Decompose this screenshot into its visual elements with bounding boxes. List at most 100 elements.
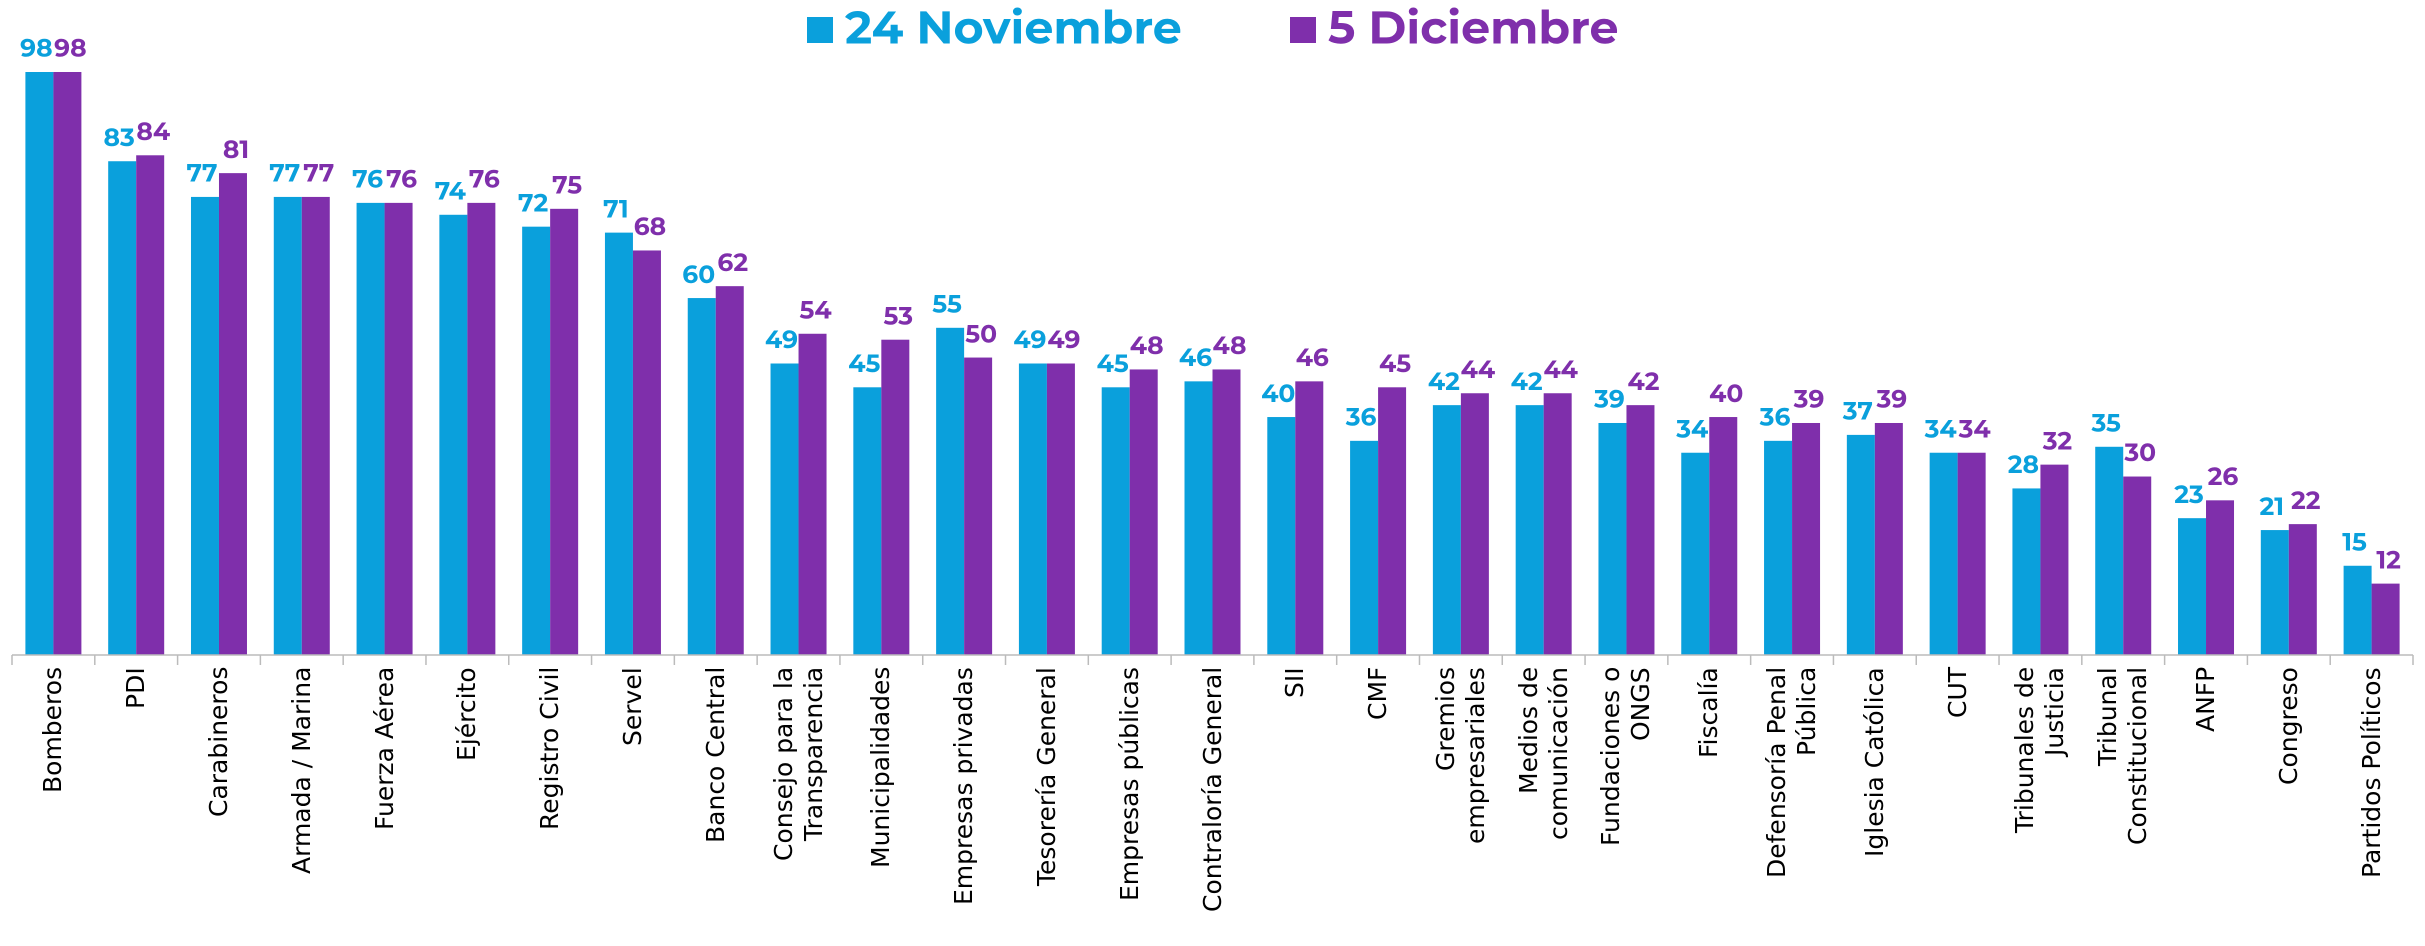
bar	[2371, 583, 2400, 655]
data-label: 77	[269, 159, 300, 189]
data-label: 54	[799, 295, 831, 325]
data-label: 40	[1709, 379, 1743, 409]
x-tick-label: Ejército	[452, 667, 482, 761]
data-label: 21	[2260, 492, 2285, 522]
data-label: 49	[1047, 325, 1080, 355]
bar	[1626, 405, 1655, 655]
x-tick-label: ANFP	[2191, 667, 2221, 733]
x-tick-label: Iglesia Católica	[1859, 667, 1889, 857]
data-label: 34	[1958, 414, 1991, 444]
data-label: 40	[1261, 379, 1295, 409]
data-label: 45	[1097, 349, 1129, 379]
data-label: 68	[634, 212, 666, 242]
bar	[632, 250, 661, 655]
bar	[136, 155, 165, 656]
bar	[384, 202, 413, 655]
data-label: 36	[1759, 403, 1791, 433]
x-tick-label: Defensoría Penal Pública	[1762, 667, 1822, 879]
x-tick-label: Partidos Políticos	[2356, 667, 2386, 878]
legend-label: 5 Diciembre	[1328, 0, 1619, 55]
bar	[1709, 417, 1738, 655]
x-tick-label: Empresas públicas	[1114, 667, 1144, 902]
bar	[550, 208, 579, 655]
bar	[2012, 488, 2041, 655]
bar	[1212, 369, 1241, 655]
data-label: 83	[104, 123, 135, 153]
x-tick-label: Congreso	[2273, 667, 2303, 785]
bar	[936, 327, 965, 655]
data-label: 44	[1543, 355, 1577, 385]
data-label: 76	[469, 165, 500, 195]
data-label: 39	[1593, 385, 1625, 415]
x-tick-label: Servel	[617, 667, 647, 746]
x-tick-label: Fuerza Aérea	[369, 667, 399, 831]
data-label: 39	[1875, 385, 1907, 415]
bar	[798, 333, 827, 655]
bar	[1874, 422, 1903, 655]
bar	[1046, 363, 1075, 655]
bar	[218, 173, 247, 655]
bar	[2343, 565, 2372, 655]
x-tick-label: Municipalidades	[866, 667, 896, 869]
data-label: 48	[1213, 331, 1247, 361]
data-label: 72	[518, 188, 549, 218]
data-label: 46	[1296, 343, 1329, 373]
bar	[770, 363, 799, 655]
data-label: 84	[136, 117, 170, 147]
data-label: 81	[223, 135, 249, 165]
bar	[1378, 387, 1407, 655]
bar	[2095, 446, 2124, 655]
data-label: 46	[1179, 343, 1212, 373]
bar	[301, 196, 330, 655]
legend-swatch	[1290, 17, 1316, 43]
bar	[2260, 530, 2289, 655]
data-label: 98	[20, 34, 52, 64]
x-tick-label: Fiscalía	[1694, 667, 1724, 758]
data-label: 55	[932, 290, 962, 320]
x-tick-label: SII	[1280, 667, 1310, 698]
data-label: 42	[1627, 367, 1659, 397]
bar	[53, 72, 82, 655]
x-tick-label: Empresas privadas	[949, 667, 979, 905]
bar	[1267, 417, 1296, 655]
data-label: 42	[1428, 367, 1460, 397]
x-tick-label: Tesorería General	[1031, 667, 1061, 886]
data-label: 30	[2123, 438, 2156, 468]
bar	[467, 202, 496, 655]
data-label: 35	[2091, 409, 2122, 439]
bar	[2178, 518, 2207, 655]
x-tick-label: Gremios empresariales	[1430, 667, 1490, 844]
data-label: 28	[2008, 450, 2039, 480]
data-label: 77	[303, 159, 334, 189]
bar	[881, 339, 910, 655]
bar	[1295, 381, 1324, 655]
bar	[522, 226, 551, 655]
bar	[1460, 393, 1489, 655]
x-tick-label: Fundaciones o ONGS	[1596, 667, 1656, 847]
x-tick-label: CUT	[1942, 667, 1972, 719]
bar	[1764, 440, 1793, 655]
data-label: 49	[765, 325, 798, 355]
x-tick-label: Consejo para la Transparencia	[768, 667, 828, 862]
x-tick-label: Registro Civil	[535, 667, 565, 831]
x-tick-label: Tribunal Constitucional	[2093, 667, 2153, 846]
data-label: 34	[1924, 414, 1957, 444]
x-tick-label: CMF	[1363, 667, 1393, 721]
data-label: 22	[2291, 486, 2321, 516]
data-label: 77	[186, 159, 217, 189]
data-label: 48	[1130, 331, 1164, 361]
legend-swatch	[807, 17, 833, 43]
bar	[1543, 393, 1572, 655]
data-label: 45	[848, 349, 880, 379]
data-label: 60	[682, 260, 715, 290]
bar	[1515, 405, 1544, 655]
data-label: 76	[352, 165, 383, 195]
bar	[604, 232, 633, 656]
data-label: 45	[1379, 349, 1411, 379]
bar	[1957, 452, 1986, 655]
data-label: 23	[2174, 480, 2204, 510]
data-label: 50	[965, 319, 997, 349]
data-label: 32	[2042, 426, 2073, 456]
bar	[1681, 452, 1710, 655]
